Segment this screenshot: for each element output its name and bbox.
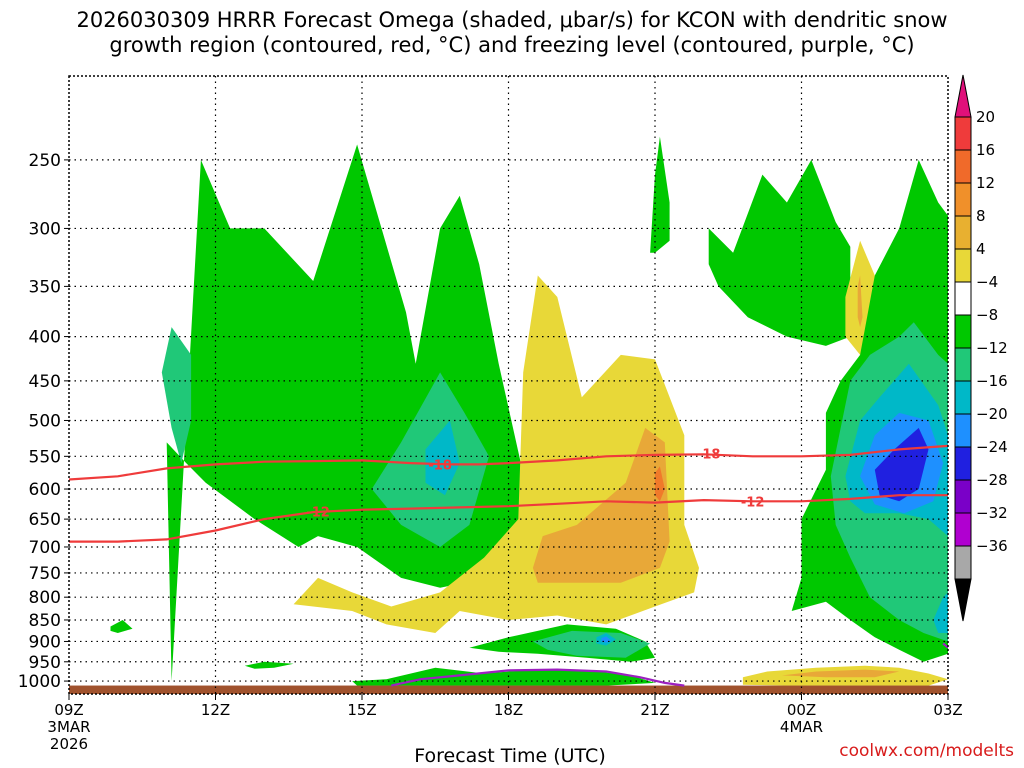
omega-region-green-north bbox=[650, 136, 670, 253]
contour-label-minus-18C-isotherm-1: -18 bbox=[697, 448, 721, 463]
y-axis-ticks: 2503003504004505005506006507007508008509… bbox=[18, 151, 69, 692]
contour-minus-18C-isotherm bbox=[69, 444, 948, 481]
colorbar-box-4 bbox=[954, 248, 972, 283]
x-tick-sublabel-4MAR: 4MAR bbox=[780, 718, 823, 736]
omega-region-orange-dark-central bbox=[655, 466, 665, 502]
colorbar-label-6: −8 bbox=[976, 306, 998, 324]
omega-shading-layer bbox=[110, 136, 948, 686]
y-tick-label-350: 350 bbox=[29, 277, 61, 297]
contour-label-minus-12C-isotherm-1: -12 bbox=[741, 495, 765, 510]
omega-region-teal-west bbox=[161, 327, 192, 464]
colorbar-box-7 bbox=[954, 347, 972, 382]
colorbar-label-13: −36 bbox=[976, 537, 1008, 555]
y-tick-label-400: 400 bbox=[29, 328, 61, 348]
colorbar-box-13 bbox=[954, 545, 972, 580]
omega-region-cyan-east-low bbox=[933, 592, 948, 633]
y-tick-label-650: 650 bbox=[29, 510, 61, 530]
colorbar-box-9 bbox=[954, 413, 972, 448]
y-tick-label-700: 700 bbox=[29, 538, 61, 558]
x-tick-label-15Z: 15Z bbox=[347, 701, 376, 719]
x-tick-label-09Z: 09Z bbox=[54, 701, 83, 719]
colorbar-label-2: 12 bbox=[976, 174, 995, 192]
x-tick-sublabel-3MAR: 3MAR bbox=[47, 718, 90, 736]
colorbar-box-10 bbox=[954, 446, 972, 481]
x-tick-sublabel-2026: 2026 bbox=[50, 735, 88, 753]
colorbar-label-11: −28 bbox=[976, 471, 1008, 489]
y-tick-label-500: 500 bbox=[29, 411, 61, 431]
colorbar-box-12 bbox=[954, 512, 972, 547]
omega-region-darkblue-east bbox=[874, 427, 929, 502]
y-tick-label-750: 750 bbox=[29, 564, 61, 584]
colorbar-box-8 bbox=[954, 380, 972, 415]
colorbar-box-3 bbox=[954, 215, 972, 250]
colorbar-box-1 bbox=[954, 149, 972, 184]
watermark: coolwx.com/modelts bbox=[839, 741, 1014, 761]
omega-region-orange-east-upper bbox=[857, 275, 863, 328]
y-tick-label-250: 250 bbox=[29, 151, 61, 171]
omega-region-green-small-2 bbox=[244, 661, 294, 669]
colorbar-box-11 bbox=[954, 479, 972, 514]
y-tick-label-1000: 1000 bbox=[18, 672, 61, 692]
contour-freezing-level-east bbox=[942, 642, 948, 649]
colorbar-label-0: 20 bbox=[976, 108, 995, 126]
y-tick-label-450: 450 bbox=[29, 372, 61, 392]
colorbar-box-6 bbox=[954, 314, 972, 349]
colorbar-label-3: 8 bbox=[976, 207, 986, 225]
x-tick-label-21Z: 21Z bbox=[640, 701, 669, 719]
colorbar-label-4: 4 bbox=[976, 240, 986, 258]
omega-region-orange-sfc-east bbox=[782, 669, 900, 678]
colorbar-label-8: −16 bbox=[976, 372, 1008, 390]
y-tick-label-550: 550 bbox=[29, 447, 61, 467]
y-tick-label-300: 300 bbox=[29, 219, 61, 239]
colorbar-box-5 bbox=[954, 281, 972, 316]
colorbar-label-7: −12 bbox=[976, 339, 1008, 357]
colorbar-label-12: −32 bbox=[976, 504, 1008, 522]
x-tick-label-00Z: 00Z bbox=[787, 701, 816, 719]
ground-shading bbox=[69, 685, 948, 694]
colorbar-top-arrow bbox=[954, 74, 972, 118]
omega-region-orange-central bbox=[532, 427, 670, 583]
contour-label-minus-12C-isotherm-0: -12 bbox=[306, 506, 330, 521]
colorbar-label-10: −24 bbox=[976, 438, 1008, 456]
omega-region-cyan-mid bbox=[425, 420, 460, 496]
x-tick-label-03Z: 03Z bbox=[933, 701, 962, 719]
contour-freezing-level-0C bbox=[391, 668, 685, 687]
x-tick-label-18Z: 18Z bbox=[494, 701, 523, 719]
chart-title-line-1: 2026030309 HRRR Forecast Omega (shaded, … bbox=[76, 8, 948, 32]
colorbar-label-5: −4 bbox=[976, 273, 998, 291]
y-tick-label-850: 850 bbox=[29, 611, 61, 631]
y-tick-label-900: 900 bbox=[29, 632, 61, 652]
y-tick-label-800: 800 bbox=[29, 588, 61, 608]
ground-layer bbox=[69, 685, 948, 694]
colorbar-label-9: −20 bbox=[976, 405, 1008, 423]
colorbar-label-1: 16 bbox=[976, 141, 995, 159]
colorbar-bottom-arrow bbox=[954, 578, 972, 622]
contour-minus-12C-isotherm bbox=[69, 494, 948, 543]
colorbar-box-0 bbox=[954, 116, 972, 151]
y-tick-label-950: 950 bbox=[29, 653, 61, 673]
omega-region-green-northeast bbox=[708, 159, 851, 346]
colorbar-box-2 bbox=[954, 182, 972, 217]
omega-region-teal-south bbox=[532, 630, 651, 658]
chart-title-line-2: growth region (contoured, red, °C) and f… bbox=[109, 33, 915, 57]
colorbar: 20 16 12 8 4 −4 −8 −12 −16 −20 −24 −28 −32 −36 bbox=[954, 74, 1008, 622]
omega-region-green-small-1 bbox=[110, 620, 133, 633]
y-tick-label-600: 600 bbox=[29, 480, 61, 500]
contour-label-minus-18C-isotherm-0: -18 bbox=[428, 458, 452, 473]
x-tick-label-12Z: 12Z bbox=[201, 701, 230, 719]
contours-layer: -18 -18 -12 -12 bbox=[69, 444, 948, 687]
x-axis-label: Forecast Time (UTC) bbox=[414, 745, 606, 767]
